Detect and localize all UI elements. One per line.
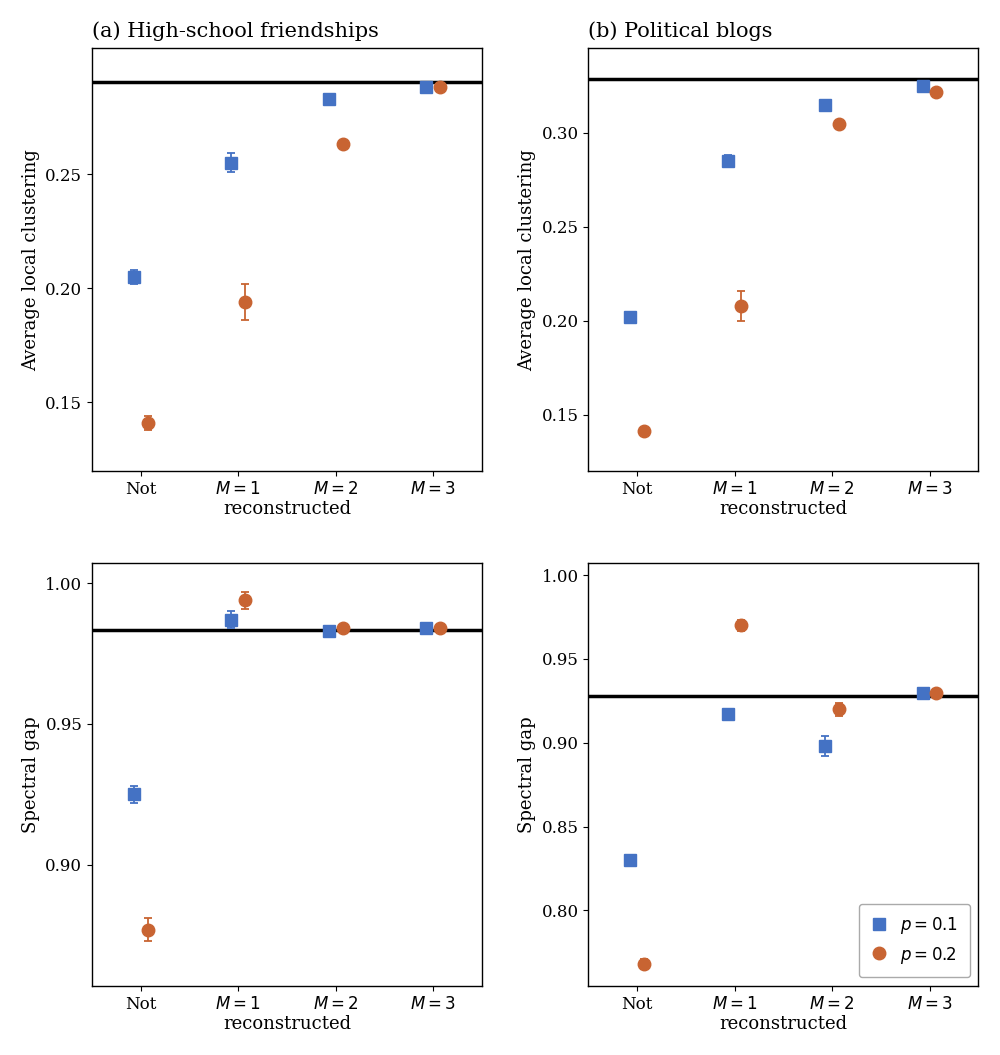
Y-axis label: Average local clustering: Average local clustering	[518, 149, 536, 370]
X-axis label: reconstructed: reconstructed	[223, 1015, 351, 1033]
Y-axis label: Average local clustering: Average local clustering	[22, 149, 40, 370]
Text: (b) Political blogs: (b) Political blogs	[588, 22, 773, 41]
Legend: $p = 0.1$, $p = 0.2$: $p = 0.1$, $p = 0.2$	[859, 904, 970, 978]
X-axis label: reconstructed: reconstructed	[223, 500, 351, 518]
Y-axis label: Spectral gap: Spectral gap	[518, 716, 536, 833]
Y-axis label: Spectral gap: Spectral gap	[22, 716, 40, 833]
Text: (a) High-school friendships: (a) High-school friendships	[92, 22, 379, 41]
X-axis label: reconstructed: reconstructed	[719, 500, 847, 518]
X-axis label: reconstructed: reconstructed	[719, 1015, 847, 1033]
